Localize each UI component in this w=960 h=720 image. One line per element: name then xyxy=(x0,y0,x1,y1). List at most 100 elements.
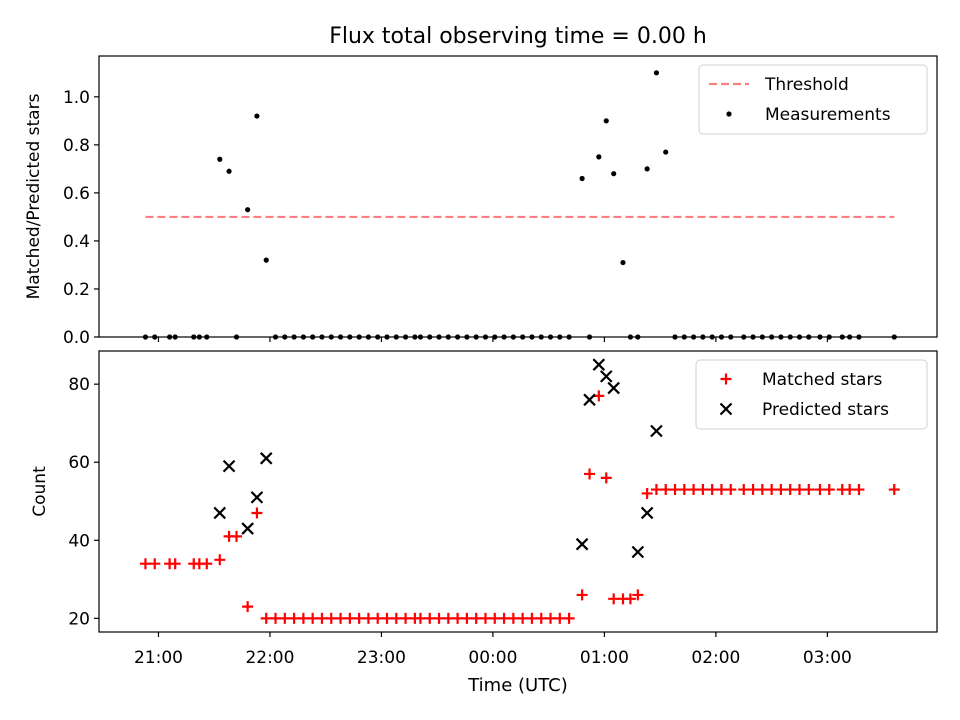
predicted-point xyxy=(599,370,613,383)
matched-point xyxy=(747,484,759,496)
matched-point xyxy=(270,612,282,624)
x-tick-label: 01:00 xyxy=(580,648,629,668)
x-tick-label: 00:00 xyxy=(468,648,517,668)
predicted-point xyxy=(575,537,589,551)
measurement-point xyxy=(611,171,617,177)
y-tick-label: 20 xyxy=(68,609,90,629)
matched-point xyxy=(424,612,436,624)
matched-point xyxy=(279,612,291,624)
x-axis-label: Time (UTC) xyxy=(467,675,568,696)
matched-point xyxy=(414,612,426,624)
matched-point xyxy=(230,530,242,542)
predicted-point xyxy=(241,522,254,535)
matched-point xyxy=(316,612,328,624)
panel-count: 20 40 60 80 21:00 22:00 23:00 00:00 01:00 02:00 03… xyxy=(30,350,938,668)
matched-point xyxy=(260,612,272,624)
measurement-point xyxy=(263,257,269,263)
matched-point xyxy=(624,593,636,605)
legend-label: Matched stars xyxy=(762,370,882,390)
matched-point xyxy=(545,612,557,624)
measurement-point xyxy=(245,207,251,213)
matched-point xyxy=(554,612,566,624)
predicted-point xyxy=(583,393,596,407)
matched-point xyxy=(756,484,768,496)
x-tick-label: 21:00 xyxy=(134,648,183,668)
matched-point xyxy=(844,484,856,496)
panel-ratio: 0.0 0.2 0.4 0.6 0.8 1.0 Matched/Predicted star… xyxy=(24,55,938,348)
measurement-point xyxy=(217,156,223,162)
matched-point xyxy=(608,593,620,605)
matched-point xyxy=(390,612,402,624)
matched-point xyxy=(139,558,151,570)
y-axis-label: Matched/Predicted stars xyxy=(24,93,44,299)
predicted-point xyxy=(631,545,645,559)
matched-point xyxy=(650,484,662,496)
matched-point xyxy=(678,484,690,496)
legend-predicted-handle xyxy=(719,402,733,416)
matched-point xyxy=(452,612,464,624)
matched-point xyxy=(325,612,337,624)
matched-point xyxy=(688,484,700,496)
legend-measurement-handle xyxy=(726,111,732,117)
matched-point xyxy=(335,612,347,624)
predicted-point xyxy=(213,506,227,520)
predicted-point xyxy=(259,452,273,465)
matched-point xyxy=(660,484,672,496)
legend-label: Measurements xyxy=(765,105,891,125)
x-tick-label: 03:00 xyxy=(803,648,852,668)
matched-point xyxy=(461,612,473,624)
matched-point xyxy=(149,558,161,570)
predicted-point xyxy=(222,459,236,473)
matched-point xyxy=(766,484,778,496)
matched-point xyxy=(814,484,826,496)
y-tick-label: 0.0 xyxy=(63,328,90,348)
matched-point xyxy=(479,612,491,624)
y-tick-label: 0.8 xyxy=(63,136,90,156)
matched-point xyxy=(775,484,787,496)
matched-point xyxy=(470,612,482,624)
x-tick-label: 23:00 xyxy=(357,648,406,668)
matched-point xyxy=(507,612,519,624)
matched-point xyxy=(251,507,263,519)
y-tick-label: 0.2 xyxy=(63,280,90,300)
predicted-point xyxy=(607,381,620,395)
matched-point xyxy=(803,484,815,496)
matched-point xyxy=(584,468,596,480)
y-tick-label: 60 xyxy=(68,453,90,473)
measurement-point xyxy=(653,70,660,76)
matched-point xyxy=(563,612,575,624)
predicted-point xyxy=(650,424,663,438)
matched-point xyxy=(353,612,365,624)
matched-point xyxy=(888,484,900,496)
matched-point xyxy=(362,612,374,624)
matched-point xyxy=(526,612,538,624)
matched-point xyxy=(498,612,510,624)
y-tick-label: 0.6 xyxy=(63,184,90,204)
measurement-point xyxy=(579,175,585,182)
measurement-point xyxy=(663,149,669,155)
matched-point xyxy=(307,612,319,624)
matched-point xyxy=(600,472,612,484)
matched-point xyxy=(794,484,806,496)
predicted-point xyxy=(592,358,606,371)
legend-matched-handle xyxy=(720,373,732,385)
matched-point xyxy=(400,612,412,624)
measurement-point xyxy=(603,118,609,124)
y-axis-label: Count xyxy=(30,466,50,517)
matched-point xyxy=(372,612,384,624)
matched-point xyxy=(669,484,681,496)
matched-point xyxy=(433,612,445,624)
chart-title: Flux total observing time = 0.00 h xyxy=(329,24,707,49)
matched-point xyxy=(823,484,835,496)
axes-frame xyxy=(98,55,938,338)
matched-point xyxy=(715,484,727,496)
x-tick-label: 02:00 xyxy=(691,648,740,668)
y-tick-label: 80 xyxy=(68,375,90,395)
measurement-point xyxy=(596,154,602,160)
matched-point xyxy=(381,612,393,624)
matched-point xyxy=(593,390,605,402)
matched-point xyxy=(725,484,737,496)
y-tick-label: 1.0 xyxy=(63,88,90,108)
matched-point xyxy=(706,484,718,496)
